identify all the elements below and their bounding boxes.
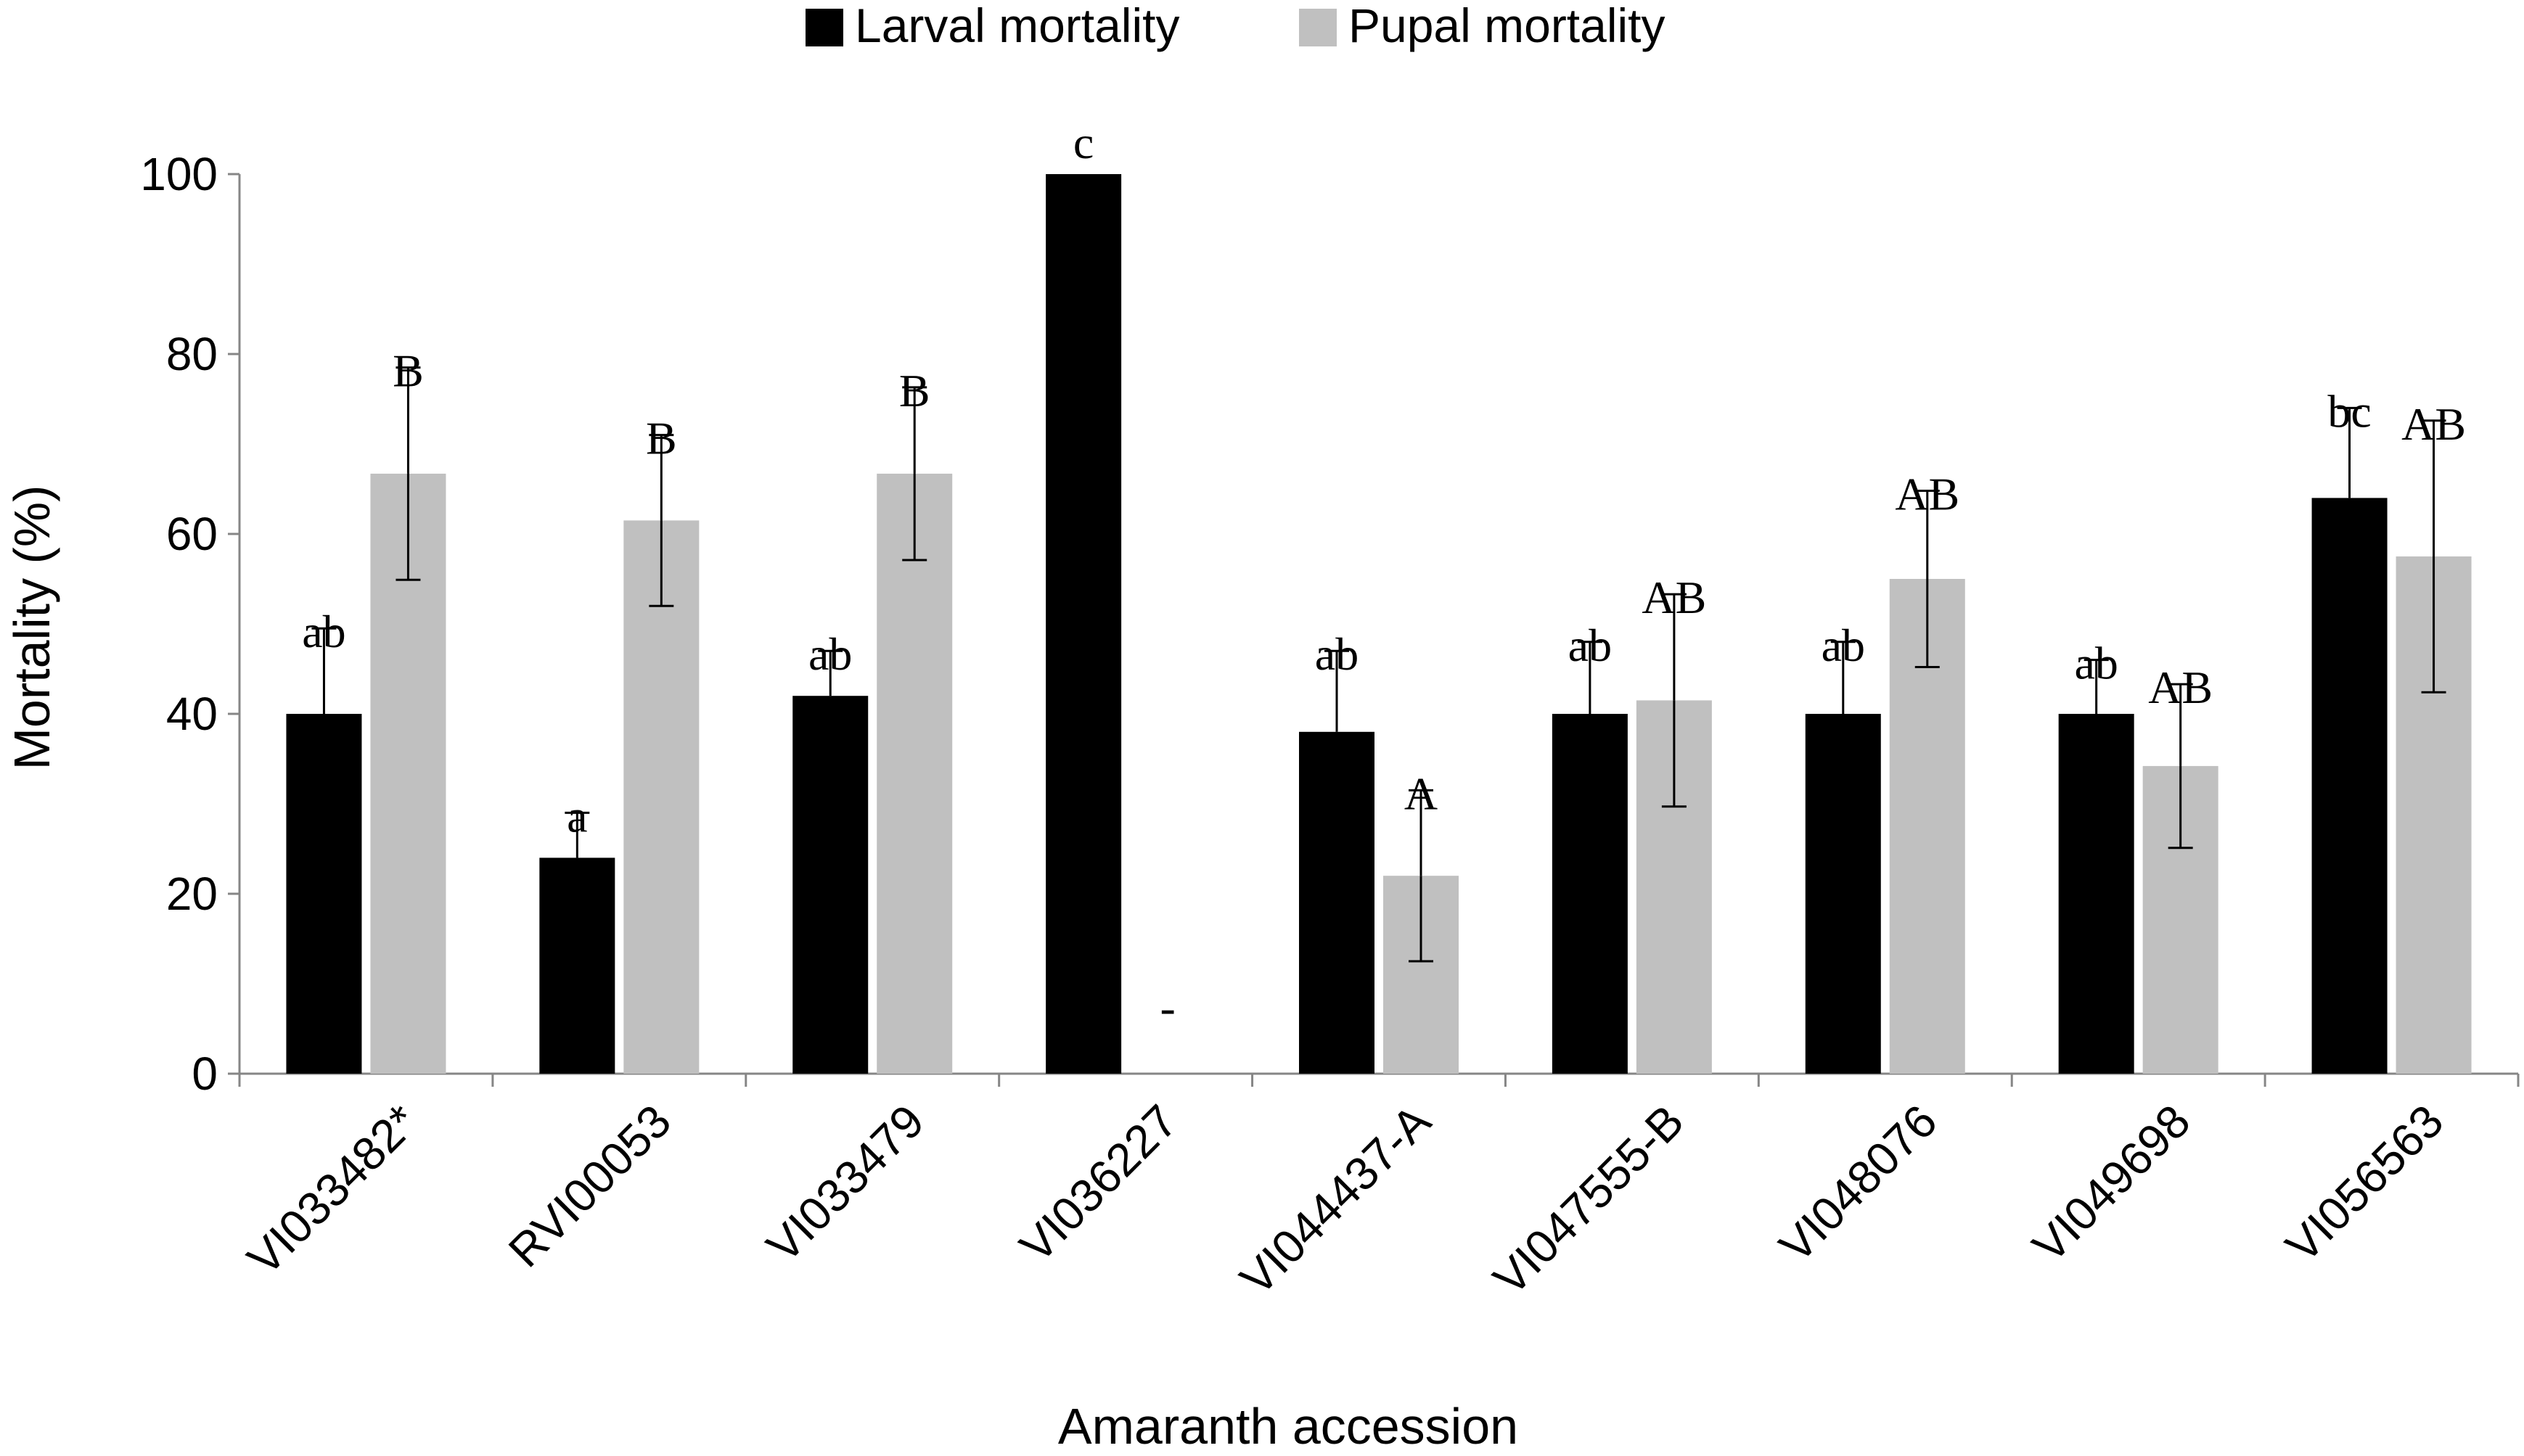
x-category-label: RVI00053 — [499, 1095, 681, 1277]
y-tick-label: 20 — [166, 868, 218, 920]
legend: Larval mortality Pupal mortality — [806, 0, 1665, 52]
bar-larval — [539, 857, 615, 1074]
significance-letter-pupal: B — [899, 365, 930, 416]
significance-letter-larval: ab — [302, 606, 345, 657]
y-axis-ticks: 0 20 40 60 80 100 — [140, 148, 239, 1100]
significance-letter-pupal: AB — [2148, 662, 2213, 713]
bar-larval — [1299, 731, 1374, 1074]
bar-larval — [2311, 498, 2388, 1074]
bar-pupal — [877, 473, 953, 1074]
bar-larval — [2058, 714, 2134, 1074]
error-bars — [311, 366, 2446, 963]
x-category-label: VI044437-A — [1230, 1095, 1441, 1305]
y-axis-title: Mortality (%) — [4, 485, 60, 770]
bar-pupal — [623, 520, 700, 1074]
y-tick-label: 100 — [140, 148, 218, 200]
legend-swatch-pupal — [1299, 9, 1337, 46]
x-axis-ticks: VI033482* RVI00053 VI033479 VI036227 VI04443… — [237, 1074, 2520, 1305]
significance-letter-larval: c — [1073, 117, 1094, 168]
significance-letter-larval: ab — [2074, 638, 2118, 689]
bars — [286, 174, 2472, 1074]
significance-letter-pupal: A — [1404, 768, 1438, 819]
x-category-label: VI047555-B — [1483, 1095, 1694, 1305]
significance-letter-pupal: AB — [2401, 398, 2466, 450]
significance-letter-pupal: - — [1160, 982, 1175, 1033]
x-category-label: VI056563 — [2276, 1095, 2454, 1272]
y-tick-label: 60 — [166, 508, 218, 560]
bar-larval — [1552, 714, 1628, 1074]
y-tick-label: 0 — [192, 1048, 218, 1100]
y-tick-label: 40 — [166, 688, 218, 740]
x-category-label: VI049698 — [2023, 1095, 2200, 1272]
significance-letter-larval: ab — [808, 628, 852, 680]
significance-letter-pupal: B — [393, 345, 424, 397]
x-category-label: VI036227 — [1009, 1095, 1187, 1272]
x-category-label: VI033479 — [756, 1095, 934, 1272]
significance-letter-pupal: AB — [1895, 468, 1959, 519]
bar-larval — [792, 696, 869, 1074]
significance-letter-pupal: B — [646, 413, 677, 464]
legend-label-larval: Larval mortality — [855, 0, 1179, 52]
significance-letter-larval: bc — [2327, 385, 2371, 437]
significance-letter-larval: ab — [1315, 628, 1359, 680]
x-category-label: VI033482* — [237, 1095, 427, 1285]
bar-larval — [1805, 714, 1881, 1074]
bar-larval — [286, 714, 362, 1074]
legend-label-pupal: Pupal mortality — [1348, 0, 1665, 52]
bar-larval — [1046, 174, 1122, 1074]
y-tick-label: 80 — [166, 328, 218, 380]
significance-letter-larval: a — [567, 790, 587, 842]
legend-swatch-larval — [806, 9, 843, 46]
x-axis-title: Amaranth accession — [1058, 1398, 1518, 1455]
significance-letter-pupal: AB — [1642, 572, 1706, 623]
significance-letter-larval: ab — [1568, 620, 1612, 671]
significance-letter-larval: ab — [1822, 620, 1865, 671]
x-category-label: VI048076 — [1769, 1095, 1947, 1272]
significance-letters: ab a ab c ab ab ab ab bc B B B - A AB AB AB AB — [302, 117, 2466, 1033]
